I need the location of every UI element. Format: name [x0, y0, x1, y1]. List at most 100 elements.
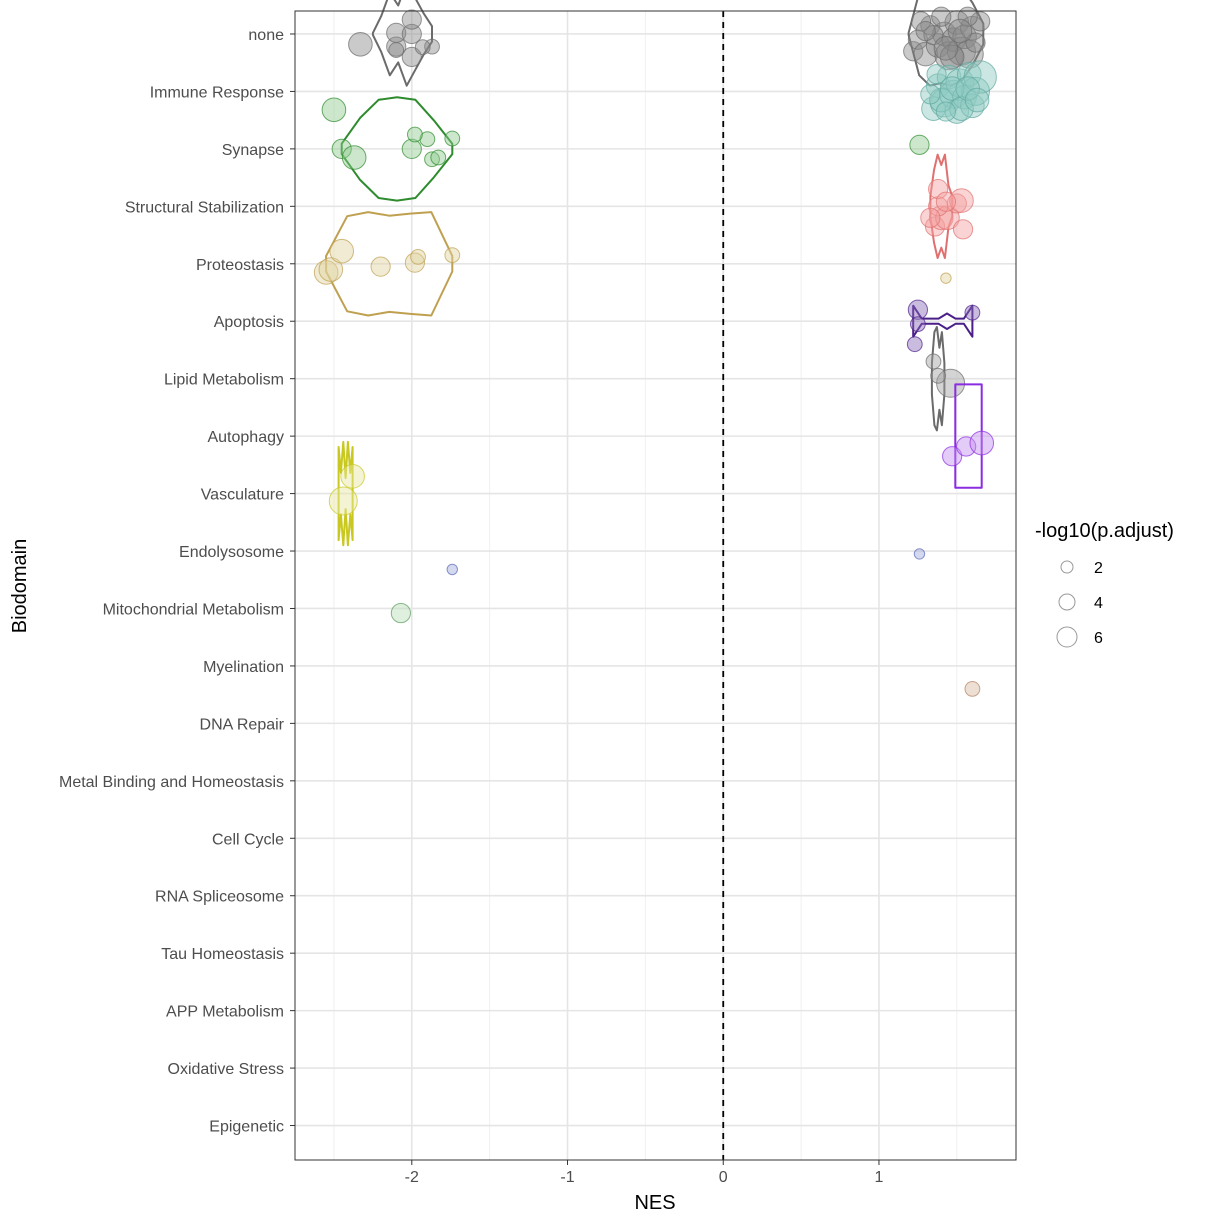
violin-outline [912, 304, 974, 338]
legend-title: -log10(p.adjust) [1035, 520, 1174, 542]
y-tick-label: Mitochondrial Metabolism [103, 601, 284, 618]
x-tick-label: -2 [405, 1169, 419, 1186]
violin-outline [954, 383, 983, 489]
data-point [942, 446, 963, 467]
data-point [920, 84, 941, 105]
data-point [386, 36, 407, 57]
violin-outline [337, 440, 354, 547]
data-point [940, 272, 952, 284]
data-point [331, 138, 352, 159]
y-tick-label: Autophagy [207, 429, 284, 446]
data-point [370, 256, 391, 277]
data-point [935, 191, 957, 212]
y-tick-label: none [248, 27, 284, 44]
data-point [961, 76, 991, 106]
data-point [909, 134, 930, 155]
axis-layer: -2 -1 0 1 none Immune Response Synapse Structur… [59, 27, 884, 1186]
data-point [956, 61, 982, 87]
data-point [952, 219, 974, 240]
data-point [928, 178, 949, 200]
data-point [313, 260, 339, 285]
data-point [388, 42, 405, 58]
data-point [926, 64, 947, 85]
data-point [390, 602, 411, 624]
data-point [909, 316, 926, 333]
data-point [414, 39, 431, 56]
violin-outline [325, 211, 454, 317]
data-point [935, 101, 957, 122]
legend-label: 4 [1094, 595, 1103, 612]
data-point [928, 205, 954, 231]
data-point [925, 353, 942, 370]
legend: -log10(p.adjust) 2 4 6 [1035, 520, 1174, 648]
data-point [933, 36, 959, 61]
data-point [401, 9, 422, 30]
data-point [401, 138, 422, 159]
violin-outline [929, 153, 954, 259]
legend-label: 2 [1094, 560, 1103, 577]
data-point [920, 207, 941, 228]
y-tick-label: Immune Response [150, 84, 284, 101]
data-point [965, 32, 986, 53]
plot-panel [295, 11, 1016, 1160]
data-point [444, 247, 461, 264]
data-point [321, 97, 347, 123]
y-tick-label: Tau Homeostasis [161, 946, 284, 963]
data-point [907, 299, 928, 320]
violin-outline [371, 0, 433, 87]
y-tick-label: Vasculature [201, 487, 284, 504]
data-point [947, 18, 973, 44]
data-point [328, 486, 358, 516]
data-point [969, 430, 995, 456]
x-tick-label: -1 [560, 1169, 574, 1186]
data-point [341, 145, 367, 170]
y-tick-label: Proteostasis [196, 257, 284, 274]
violin-outline [340, 96, 454, 202]
data-point [340, 464, 365, 489]
data-point [329, 238, 355, 264]
y-tick-label: Epigenetic [209, 1119, 284, 1136]
legend-key [1056, 626, 1078, 648]
data-point [410, 248, 426, 265]
data-point [939, 44, 965, 70]
data-point [318, 257, 344, 282]
data-point [915, 21, 936, 42]
y-axis-title: Biodomain [9, 539, 31, 634]
data-point [903, 41, 924, 62]
data-point [964, 304, 981, 321]
y-tick-label: RNA Spliceosome [155, 889, 284, 906]
data-point [964, 681, 981, 697]
plot-border [294, 10, 1017, 1161]
y-tick-label: Cell Cycle [212, 831, 284, 848]
data-point [970, 11, 991, 32]
data-point [348, 32, 373, 57]
y-tick-label: Apoptosis [214, 314, 284, 331]
violin-outline [930, 326, 946, 432]
mark-layer [313, 0, 997, 1160]
data-point [949, 96, 974, 121]
x-axis-title: NES [634, 1192, 675, 1214]
y-tick-label: DNA Repair [200, 716, 285, 733]
data-point [404, 252, 426, 273]
grid-layer [295, 11, 1016, 1160]
x-tick-label: 0 [719, 1169, 728, 1186]
data-point [957, 6, 978, 27]
y-tick-label: APP Metabolism [166, 1004, 284, 1021]
data-point [446, 563, 458, 576]
data-point [407, 126, 423, 143]
y-tick-label: Oxidative Stress [168, 1061, 284, 1078]
legend-label: 6 [1094, 630, 1103, 647]
data-point [444, 130, 461, 147]
y-tick-label: Myelination [203, 659, 284, 676]
data-point [913, 41, 938, 67]
legend-key [1058, 593, 1076, 611]
data-point [906, 336, 923, 353]
data-point [931, 6, 952, 27]
data-point [401, 23, 422, 45]
y-tick-label: Synapse [222, 142, 284, 159]
y-tick-label: Lipid Metabolism [164, 372, 284, 389]
data-point [949, 188, 974, 213]
data-point [930, 367, 947, 384]
data-point [956, 436, 977, 457]
